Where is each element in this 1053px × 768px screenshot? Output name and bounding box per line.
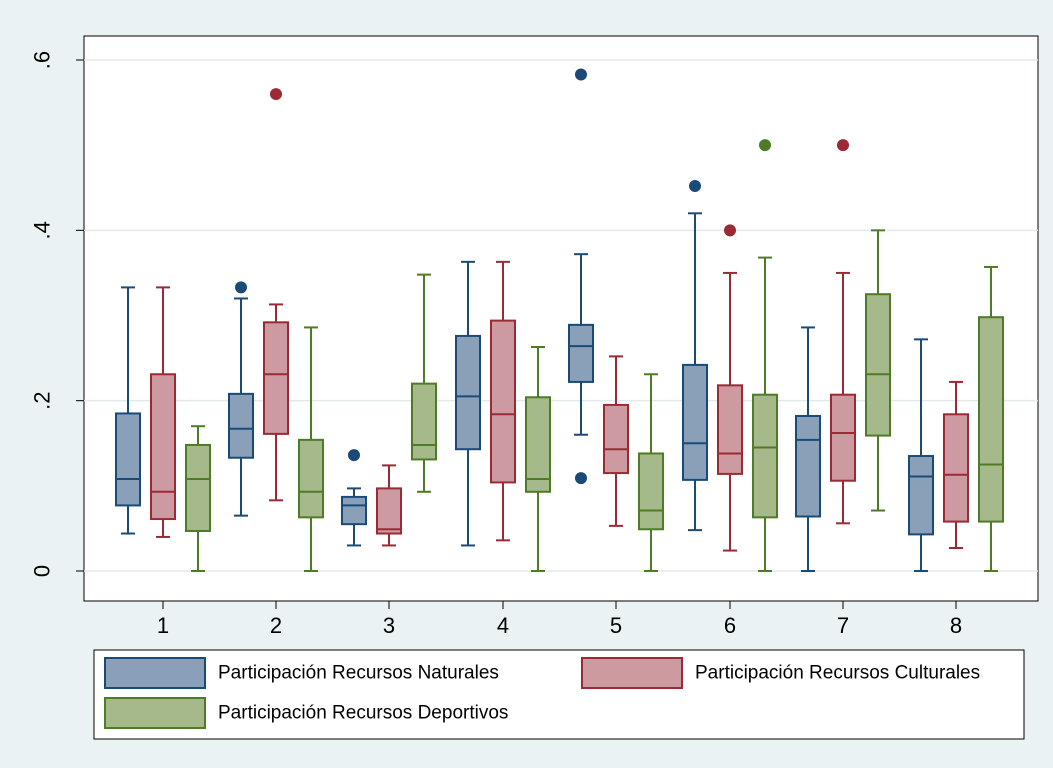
outlier-point [575, 472, 587, 485]
x-tick-label: 5 [610, 613, 622, 638]
legend-label: Participación Recursos Deportivos [218, 703, 508, 724]
legend-label: Participación Recursos Naturales [218, 663, 499, 684]
box [943, 413, 969, 523]
box [298, 438, 324, 519]
box-group [830, 139, 856, 525]
outlier-point [270, 88, 282, 101]
plot-area [83, 35, 1039, 602]
box [115, 412, 141, 507]
y-axis: 0 .2 .4 .6 [30, 51, 84, 577]
box-group [568, 68, 594, 485]
box-group [943, 380, 969, 550]
box-group [638, 373, 664, 572]
box-group [752, 139, 778, 572]
outlier-point [724, 224, 736, 237]
legend-swatch [581, 657, 683, 689]
box-group [490, 260, 516, 542]
box-group [376, 464, 402, 547]
box-group [150, 286, 176, 538]
box [865, 293, 891, 437]
outlier-point [575, 68, 587, 81]
box [603, 403, 629, 475]
box [263, 321, 289, 435]
box-group [185, 425, 211, 572]
box [830, 393, 856, 482]
x-axis: 1 2 3 4 5 6 7 8 [157, 601, 962, 638]
box-group [603, 355, 629, 527]
legend-frame [93, 649, 1025, 740]
box [150, 373, 176, 521]
box [795, 414, 821, 518]
outlier-point [837, 139, 849, 152]
box [682, 363, 708, 481]
box-series [115, 68, 1004, 572]
x-tick-label: 1 [157, 613, 169, 638]
box-group [978, 265, 1004, 572]
box [752, 393, 778, 519]
box-group [115, 286, 141, 535]
box-group [455, 260, 481, 547]
box [525, 396, 551, 493]
x-tick-label: 4 [497, 613, 509, 638]
box-group [341, 449, 367, 547]
legend-label: Participación Recursos Culturales [695, 663, 980, 684]
legend-swatch [104, 697, 206, 729]
x-tick-label: 3 [383, 613, 395, 638]
box-group [228, 281, 254, 517]
x-tick-label: 2 [270, 613, 282, 638]
box [185, 443, 211, 532]
box-group [263, 88, 289, 502]
outlier-point [689, 180, 701, 193]
x-tick-label: 7 [837, 613, 849, 638]
box [455, 334, 481, 451]
box [228, 392, 254, 459]
box-group [411, 273, 437, 493]
y-tick-label: 0 [30, 565, 55, 577]
legend-swatch [104, 657, 206, 689]
box [638, 452, 664, 531]
y-tick-label: .4 [30, 221, 55, 239]
legend: Participación Recursos Naturales Particip… [93, 649, 1025, 740]
box [908, 455, 934, 536]
box-group [908, 338, 934, 572]
box [490, 319, 516, 484]
box [717, 384, 743, 475]
box-group [298, 326, 324, 572]
box-group [682, 180, 708, 532]
y-tick-label: .2 [30, 391, 55, 409]
y-tick-label: .6 [30, 51, 55, 69]
box-group [717, 224, 743, 552]
outlier-point [235, 281, 247, 294]
outlier-point [348, 449, 360, 462]
box-group [795, 326, 821, 572]
box [568, 323, 594, 383]
box-group [525, 346, 551, 572]
box [411, 382, 437, 461]
box-group [865, 229, 891, 512]
box [376, 487, 402, 535]
outlier-point [759, 139, 771, 152]
x-tick-label: 8 [950, 613, 962, 638]
box [341, 495, 367, 526]
x-tick-label: 6 [724, 613, 736, 638]
box [978, 316, 1004, 523]
